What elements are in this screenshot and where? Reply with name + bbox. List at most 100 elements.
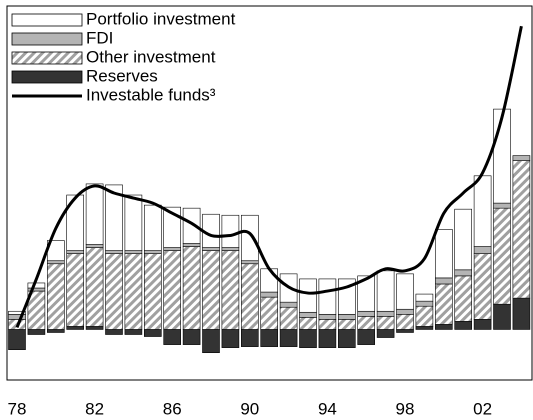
bar-segment (124, 250, 143, 254)
bar-segment (337, 313, 356, 320)
bar-segment (260, 268, 279, 293)
bar-segment (493, 303, 511, 330)
bar-segment (415, 293, 434, 302)
bar-segment (434, 277, 453, 285)
legend-label: Other investment (86, 47, 216, 66)
legend-label: FDI (86, 28, 113, 47)
bar-segment (454, 275, 473, 322)
bar-segment (434, 229, 453, 279)
bar-segment (105, 184, 123, 251)
x-tick-label: 02 (473, 399, 492, 418)
bar-segment (299, 311, 317, 318)
bar-segment (473, 246, 492, 254)
bar-segment (318, 278, 337, 315)
bar-segment (512, 155, 531, 161)
bar-segment (85, 247, 104, 327)
bar-segment (299, 329, 317, 348)
bar-segment (512, 160, 531, 299)
legend-label: Investable funds³ (86, 85, 216, 104)
bar-segment (396, 273, 414, 310)
bar-segment (182, 207, 201, 244)
bar-segment (299, 317, 317, 330)
bar-segment (279, 301, 298, 308)
bar-segment (493, 202, 511, 209)
bar-segment (376, 329, 395, 338)
bar-segment (376, 316, 395, 330)
bar-segment (493, 207, 511, 305)
bar-segment (66, 194, 84, 251)
bar-segment (163, 329, 181, 345)
bar-segment (221, 247, 240, 251)
bar-segment (27, 329, 46, 335)
bar-segment (396, 329, 414, 333)
bar-segment (46, 329, 65, 333)
bar-segment (396, 313, 414, 330)
bar-segment (434, 324, 453, 330)
bar-segment (415, 305, 434, 327)
bar-segment (144, 253, 162, 330)
bar-segment (144, 204, 162, 251)
bar-segment (318, 329, 337, 348)
bar-segment (279, 306, 298, 330)
bar-segment (105, 253, 123, 330)
line-series (15, 25, 523, 328)
bar-segment (415, 326, 434, 330)
plot-frame (6, 5, 533, 381)
bar-segment (454, 321, 473, 330)
x-tick-label: 94 (318, 399, 337, 418)
legend-label: Reserves (86, 66, 158, 85)
bar-segment (357, 310, 376, 317)
bar-segment (221, 329, 240, 348)
legend-swatch (11, 32, 83, 46)
bar-segment (493, 108, 511, 204)
x-tick-label: 82 (85, 399, 104, 418)
bar-segment (357, 329, 376, 345)
bar-segment (357, 316, 376, 330)
bar-segment (46, 260, 65, 265)
x-tick-label: 90 (240, 399, 259, 418)
bar-segment (299, 278, 317, 313)
bar-segment (279, 329, 298, 347)
bar-segment (46, 263, 65, 330)
bar-segment (241, 329, 259, 347)
bar-segment (8, 310, 26, 315)
bar-segment (221, 214, 240, 248)
bar-segment (376, 270, 395, 312)
bar-segment (221, 250, 240, 330)
bar-segment (454, 208, 473, 271)
bar-segment (124, 329, 143, 335)
bar-segment (202, 329, 220, 354)
bar-segment (376, 310, 395, 317)
bar-segment (396, 308, 414, 315)
bar-segment (473, 253, 492, 320)
bar-segment (144, 250, 162, 254)
bar-segment (163, 250, 181, 330)
bar-segment (454, 269, 473, 277)
bar-segment (85, 183, 104, 245)
bar-segment (473, 319, 492, 330)
bar-segment (163, 206, 181, 248)
bar-segment (337, 319, 356, 330)
bar-segment (241, 214, 259, 262)
bar-segment (512, 297, 531, 330)
bar-segment (105, 250, 123, 254)
bar-segment (66, 253, 84, 327)
x-tick-label: 86 (163, 399, 182, 418)
bar-segment (85, 244, 104, 248)
legend-label: Portfolio investment (86, 9, 236, 28)
legend-swatch (11, 13, 83, 27)
bar-segment (241, 263, 259, 330)
bar-segment (66, 326, 84, 330)
bar-segment (182, 243, 201, 247)
bar-segment (202, 247, 220, 251)
bar-segment (260, 329, 279, 347)
bar-segment (318, 313, 337, 320)
bar-segment (260, 291, 279, 298)
bar-segment (357, 275, 376, 312)
legend-swatch (11, 51, 83, 65)
legend-swatch (11, 70, 83, 84)
bar-segment (105, 329, 123, 335)
bar-segment (124, 194, 143, 251)
bar-segment (163, 247, 181, 251)
